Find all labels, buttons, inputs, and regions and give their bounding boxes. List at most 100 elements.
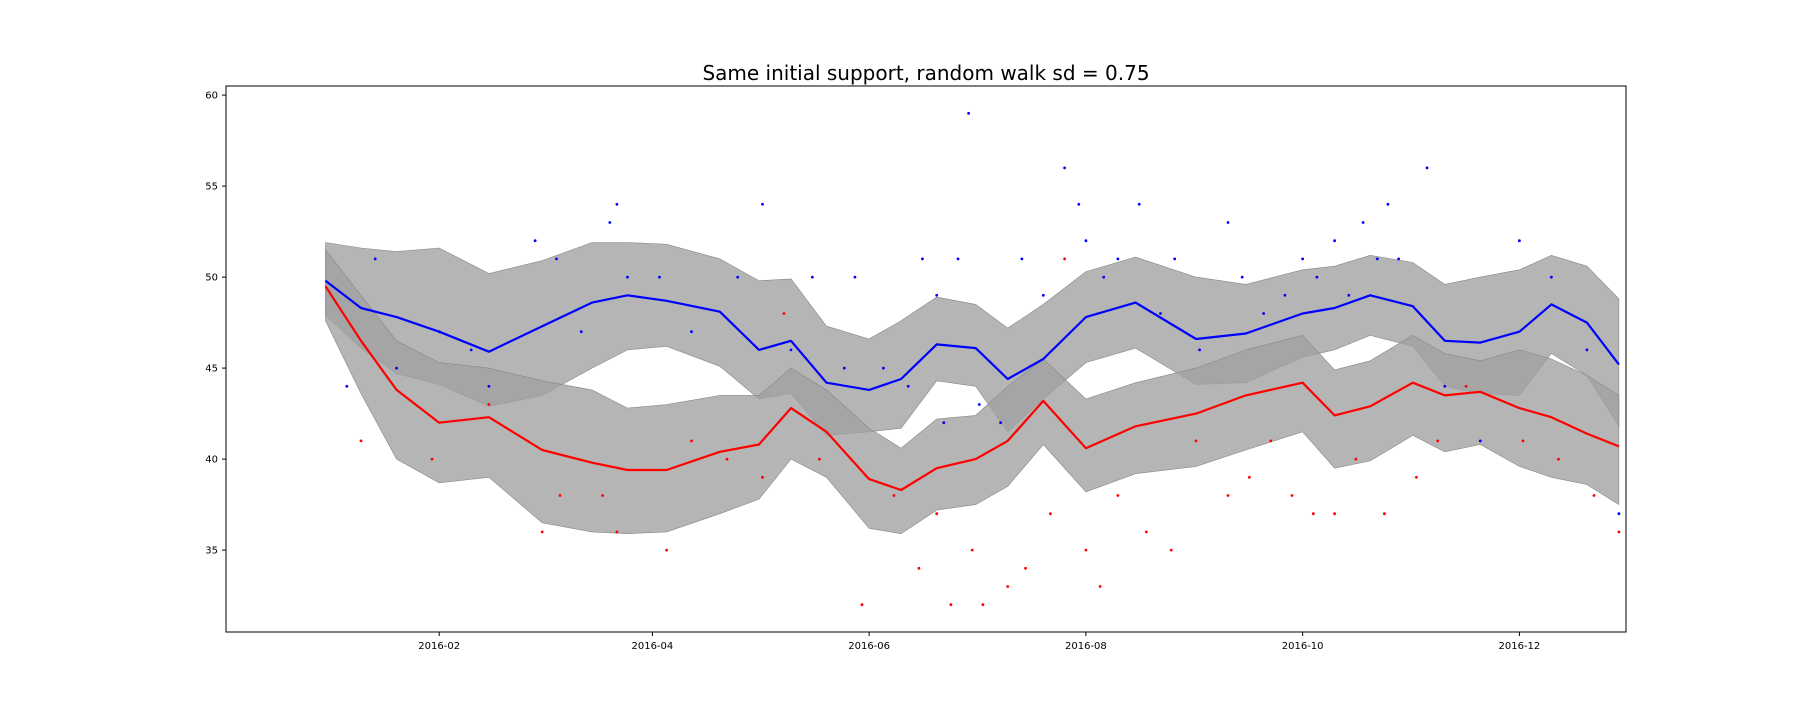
y-tick-label: 55 xyxy=(205,182,218,193)
red-poll-point xyxy=(615,530,619,534)
blue-poll-point xyxy=(1084,239,1088,243)
blue-poll-point xyxy=(345,384,349,388)
blue-poll-point xyxy=(608,221,612,224)
red-series-line xyxy=(324,285,1620,492)
series-lines xyxy=(324,279,1620,492)
chart-title: Same initial support, random walk sd = 0… xyxy=(702,61,1149,85)
red-poll-point xyxy=(601,494,604,497)
blue-poll-point xyxy=(935,293,939,297)
red-poll-point xyxy=(430,457,434,461)
blue-poll-point xyxy=(1240,275,1244,279)
red-poll-point xyxy=(1592,494,1596,497)
y-tick-label: 45 xyxy=(205,364,218,375)
blue-poll-point xyxy=(1159,312,1162,315)
blue-poll-point xyxy=(1315,275,1319,279)
red-poll-point xyxy=(818,457,821,461)
y-tick-label: 60 xyxy=(205,91,218,102)
x-tick-label: 2016-08 xyxy=(1065,641,1107,652)
blue-poll-point xyxy=(1585,348,1589,352)
blue-series-line xyxy=(324,279,1620,391)
red-poll-point xyxy=(1269,439,1273,443)
plot-frame xyxy=(225,85,1627,633)
blue-poll-point xyxy=(373,257,377,261)
blue-poll-point xyxy=(1397,257,1400,261)
red-poll-point xyxy=(487,403,491,406)
blue-poll-point xyxy=(882,366,885,370)
red-poll-point xyxy=(1144,530,1148,534)
y-tick-label: 40 xyxy=(205,455,218,466)
blue-poll-point xyxy=(1262,312,1265,315)
blue-poll-point xyxy=(658,275,661,279)
blue-poll-point xyxy=(555,257,558,261)
blue-poll-point xyxy=(810,275,814,279)
red-poll-point xyxy=(540,530,544,534)
red-poll-point xyxy=(1436,439,1440,443)
red-poll-point xyxy=(1006,585,1010,588)
red-poll-point xyxy=(1311,512,1315,516)
red-poll-point xyxy=(860,603,864,607)
blue-poll-point xyxy=(1550,275,1553,279)
red-poll-point xyxy=(782,312,786,315)
red-poll-point xyxy=(1084,548,1088,552)
blue-poll-point xyxy=(1333,239,1336,243)
x-tick-label: 2016-06 xyxy=(848,641,890,652)
red-poll-point xyxy=(1383,512,1386,516)
blue-poll-point xyxy=(1077,202,1081,206)
blue-poll-point xyxy=(1518,239,1521,243)
blue-poll-point xyxy=(942,421,946,425)
blue-poll-point xyxy=(690,330,693,334)
blue-poll-point xyxy=(1173,257,1177,261)
red-poll-point xyxy=(1333,512,1336,516)
red-poll-point xyxy=(917,566,921,570)
red-poll-point xyxy=(1169,548,1173,552)
blue-poll-point xyxy=(1375,257,1379,261)
red-poll-point xyxy=(1521,439,1525,443)
red-poll-point xyxy=(1290,494,1294,497)
red-poll-point xyxy=(359,439,363,443)
blue-poll-point xyxy=(1617,512,1621,516)
blue-poll-point xyxy=(1198,348,1201,352)
red-poll-point xyxy=(1063,257,1066,261)
blue-poll-point xyxy=(1063,166,1066,170)
red-confidence-band xyxy=(325,248,1620,535)
red-poll-point xyxy=(690,439,693,443)
x-tick-label: 2016-10 xyxy=(1282,641,1324,652)
red-poll-point xyxy=(1098,585,1102,588)
y-tick-label: 35 xyxy=(205,546,218,557)
blue-poll-point xyxy=(626,275,629,279)
red-poll-point xyxy=(1194,439,1198,443)
blue-poll-point xyxy=(1020,257,1024,261)
y-tick-label: 50 xyxy=(205,273,218,284)
x-tick-label: 2016-02 xyxy=(418,641,460,652)
red-poll-point xyxy=(1464,384,1468,388)
red-poll-point xyxy=(1024,566,1027,570)
blue-poll-point xyxy=(1226,221,1230,224)
red-poll-point xyxy=(935,512,939,516)
red-poll-point xyxy=(1116,494,1120,497)
blue-poll-point xyxy=(1041,293,1045,297)
x-axis: 2016-02 2016-04 2016-06 2016-08 2016-10 2016-… xyxy=(418,632,1540,652)
y-axis: 35 40 45 50 55 60 xyxy=(205,91,226,557)
blue-poll-point xyxy=(487,384,491,388)
blue-poll-point xyxy=(533,239,537,243)
red-poll-point xyxy=(1226,494,1230,497)
blue-poll-point xyxy=(842,366,846,370)
blue-poll-point xyxy=(1301,257,1304,261)
blue-poll-point xyxy=(1283,293,1287,297)
blue-poll-point xyxy=(1443,384,1447,388)
red-poll-point xyxy=(1617,530,1621,534)
red-poll-point xyxy=(558,494,562,497)
red-poll-point xyxy=(1049,512,1052,516)
blue-poll-point xyxy=(1478,439,1482,443)
confidence-bands xyxy=(325,242,1620,535)
blue-poll-point xyxy=(1425,166,1429,170)
blue-poll-point xyxy=(921,257,924,261)
blue-poll-point xyxy=(579,330,583,334)
red-poll-point xyxy=(892,494,896,497)
x-tick-label: 2016-04 xyxy=(631,641,673,652)
blue-poll-point xyxy=(1116,257,1120,261)
blue-poll-point xyxy=(469,348,473,352)
blue-poll-point xyxy=(977,403,981,406)
red-poll-point xyxy=(1415,475,1418,479)
